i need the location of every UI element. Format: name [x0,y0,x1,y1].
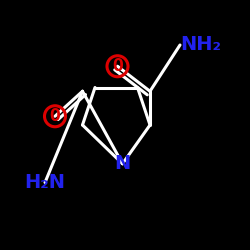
Text: N: N [114,154,130,173]
Text: O: O [112,57,123,75]
Text: NH₂: NH₂ [180,36,221,54]
Text: H₂N: H₂N [24,173,66,192]
Text: O: O [50,107,60,125]
